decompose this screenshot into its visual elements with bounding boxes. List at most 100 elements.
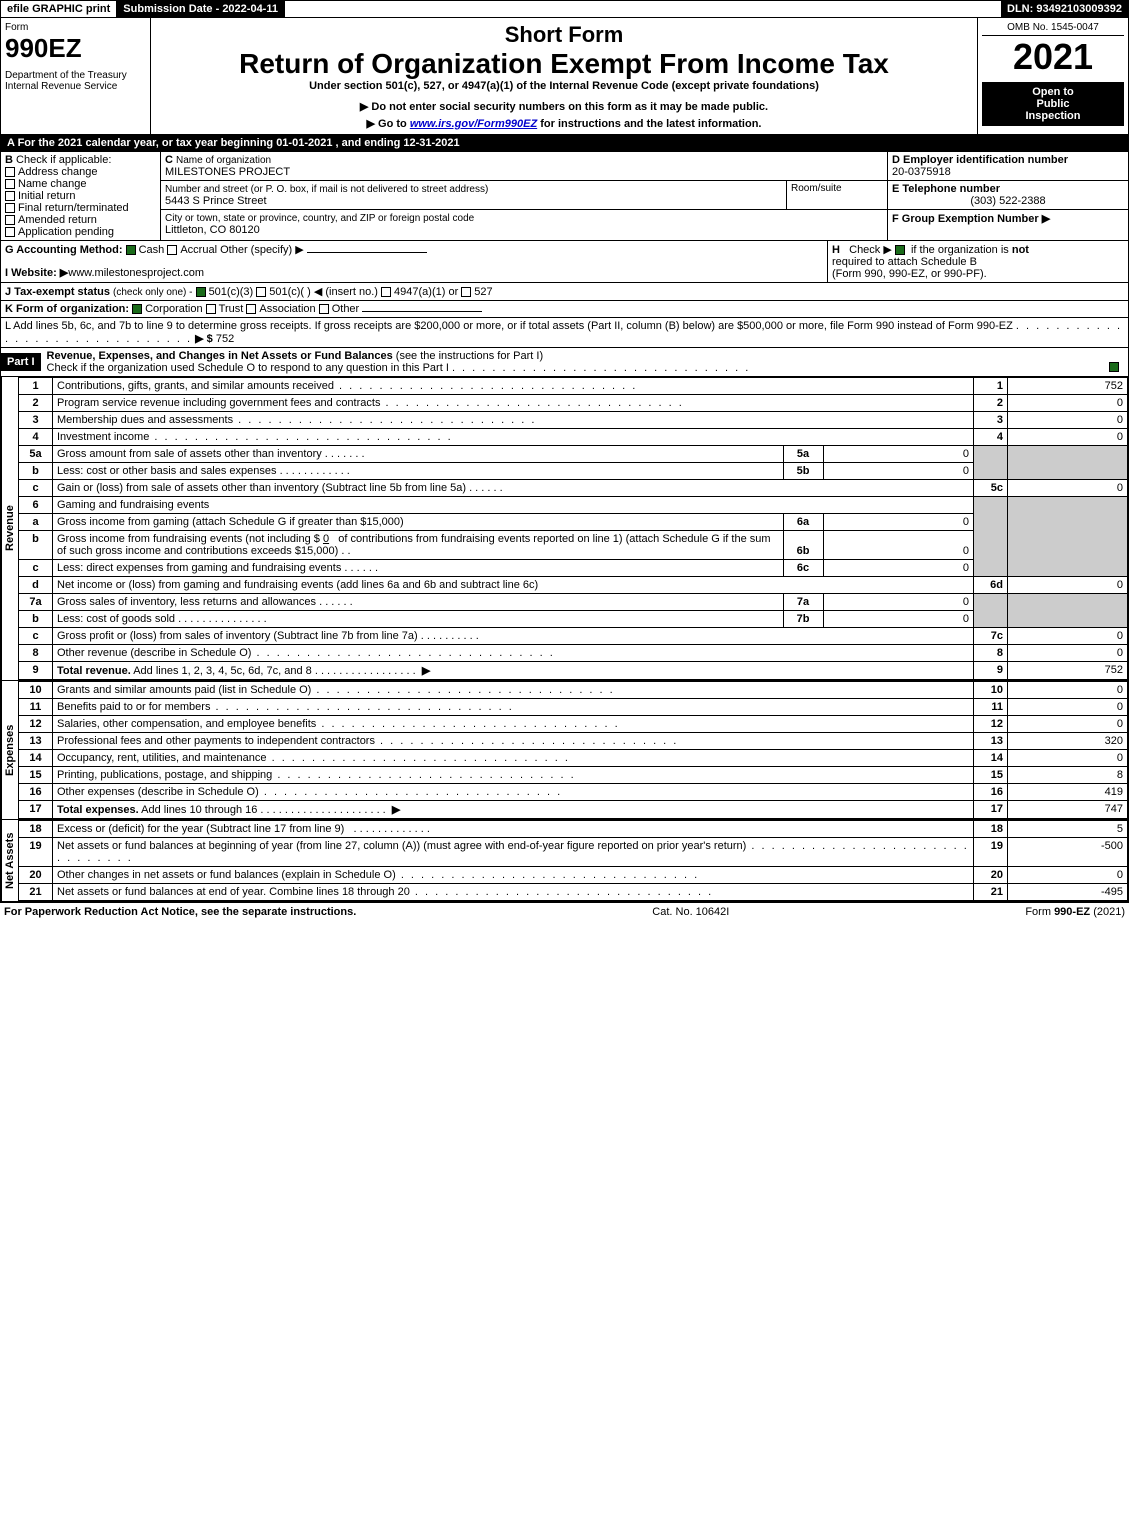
chk-initial-return[interactable] [5,191,15,201]
chk-name-change[interactable] [5,179,15,189]
chk-corporation[interactable] [132,304,142,314]
part-i-label: Part I [1,353,41,371]
efile-print[interactable]: efile GRAPHIC print [1,1,117,17]
subtitle: Under section 501(c), 527, or 4947(a)(1)… [155,80,973,92]
phone-label: E Telephone number [892,183,1000,195]
catalog-number: Cat. No. 10642I [652,906,729,918]
irs-link[interactable]: www.irs.gov/Form990EZ [410,118,537,130]
table-row: 4Investment income40 [19,429,1128,446]
line-k: K Form of organization: Corporation Trus… [0,301,1129,318]
expenses-table: 10Grants and similar amounts paid (list … [18,681,1128,819]
table-row: 5aGross amount from sale of assets other… [19,446,1128,463]
main-title: Return of Organization Exempt From Incom… [155,48,973,80]
chk-other-org[interactable] [319,304,329,314]
top-bar: efile GRAPHIC print Submission Date - 20… [0,0,1129,18]
table-row: 20Other changes in net assets or fund ba… [19,867,1128,884]
form-number: 990EZ [5,33,146,64]
table-row: 7aGross sales of inventory, less returns… [19,594,1128,611]
header-middle: Short Form Return of Organization Exempt… [151,18,978,134]
revenue-label: Revenue [1,377,18,680]
box-def: D Employer identification number 20-0375… [888,152,1128,240]
table-row: 21Net assets or fund balances at end of … [19,884,1128,901]
open-to-public: Open to Public Inspection [982,82,1124,126]
gross-receipts: 752 [216,333,234,345]
chk-4947[interactable] [381,287,391,297]
table-row: 3Membership dues and assessments30 [19,412,1128,429]
table-row: 17Total expenses. Add lines 10 through 1… [19,801,1128,819]
chk-final-return[interactable] [5,203,15,213]
chk-527[interactable] [461,287,471,297]
net-assets-label: Net Assets [1,820,18,901]
table-row: aGross income from gaming (attach Schedu… [19,514,1128,531]
net-assets-table: 18Excess or (deficit) for the year (Subt… [18,820,1128,901]
paperwork-notice: For Paperwork Reduction Act Notice, see … [4,906,356,918]
ssn-warning: ▶ Do not enter social security numbers o… [155,100,973,113]
table-row: 2Program service revenue including gover… [19,395,1128,412]
org-city: Littleton, CO 80120 [165,224,260,236]
other-org-input[interactable] [362,311,482,312]
chk-501c3[interactable] [196,287,206,297]
form-word: Form [5,22,146,33]
line-g-h: G Accounting Method: Cash Accrual Other … [0,241,1129,283]
table-row: 12Salaries, other compensation, and empl… [19,716,1128,733]
submission-date: Submission Date - 2022-04-11 [117,1,285,17]
table-row: 19Net assets or fund balances at beginni… [19,838,1128,867]
expenses-section: Expenses 10Grants and similar amounts pa… [0,681,1129,820]
line-l: L Add lines 5b, 6c, and 7b to line 9 to … [0,318,1129,348]
table-row: 18Excess or (deficit) for the year (Subt… [19,821,1128,838]
chk-amended-return[interactable] [5,215,15,225]
form-header: Form 990EZ Department of the Treasury In… [0,18,1129,135]
revenue-table: 1Contributions, gifts, grants, and simil… [18,377,1128,680]
other-specify-input[interactable] [307,252,427,253]
website-label: I Website: ▶ [5,267,68,279]
ein-label: D Employer identification number [892,154,1068,166]
table-row: 9Total revenue. Add lines 1, 2, 3, 4, 5c… [19,662,1128,680]
org-name: MILESTONES PROJECT [165,166,290,178]
table-row: 1Contributions, gifts, grants, and simil… [19,378,1128,395]
room-suite-label: Room/suite [787,181,887,209]
table-row: dNet income or (loss) from gaming and fu… [19,577,1128,594]
chk-trust[interactable] [206,304,216,314]
table-row: cGain or (loss) from sale of assets othe… [19,480,1128,497]
table-row: cLess: direct expenses from gaming and f… [19,560,1128,577]
table-row: 8Other revenue (describe in Schedule O)8… [19,645,1128,662]
header-right: OMB No. 1545-0047 2021 Open to Public In… [978,18,1128,134]
box-b: B Check if applicable: Address change Na… [1,152,161,240]
table-row: bLess: cost of goods sold . . . . . . . … [19,611,1128,628]
tax-year: 2021 [982,36,1124,78]
line-g: G Accounting Method: Cash Accrual Other … [1,241,828,282]
chk-association[interactable] [246,304,256,314]
header-left: Form 990EZ Department of the Treasury In… [1,18,151,134]
goto-instructions: ▶ Go to www.irs.gov/Form990EZ for instru… [155,117,973,130]
revenue-section: Revenue 1Contributions, gifts, grants, a… [0,377,1129,681]
chk-application-pending[interactable] [5,227,15,237]
dln: DLN: 93492103009392 [1001,1,1128,17]
expenses-label: Expenses [1,681,18,819]
table-row: 11Benefits paid to or for members110 [19,699,1128,716]
group-exemption-label: F Group Exemption Number ▶ [892,213,1050,225]
chk-cash[interactable] [126,245,136,255]
chk-schedule-b-not-required[interactable] [895,245,905,255]
line-h: H Check ▶ if the organization is not req… [828,241,1128,282]
line-j: J Tax-exempt status (check only one) - 5… [0,283,1129,301]
table-row: cGross profit or (loss) from sales of in… [19,628,1128,645]
ein-value: 20-0375918 [892,166,951,178]
chk-accrual[interactable] [167,245,177,255]
box-c: C Name of organization MILESTONES PROJEC… [161,152,888,240]
omb-number: OMB No. 1545-0047 [982,22,1124,36]
table-row: 15Printing, publications, postage, and s… [19,767,1128,784]
chk-501c[interactable] [256,287,266,297]
table-row: 13Professional fees and other payments t… [19,733,1128,750]
table-row: 14Occupancy, rent, utilities, and mainte… [19,750,1128,767]
short-form-title: Short Form [155,22,973,48]
dept-treasury: Department of the Treasury [5,70,146,81]
chk-schedule-o-part-i[interactable] [1109,362,1119,372]
irs-label: Internal Revenue Service [5,81,146,92]
part-i-header: Part I Revenue, Expenses, and Changes in… [0,348,1129,377]
phone-value: (303) 522-2388 [892,195,1124,207]
chk-address-change[interactable] [5,167,15,177]
table-row: bGross income from fundraising events (n… [19,531,1128,560]
org-street: 5443 S Prince Street [165,195,267,207]
form-footer: Form 990-EZ (2021) [1025,906,1125,918]
table-row: 10Grants and similar amounts paid (list … [19,682,1128,699]
